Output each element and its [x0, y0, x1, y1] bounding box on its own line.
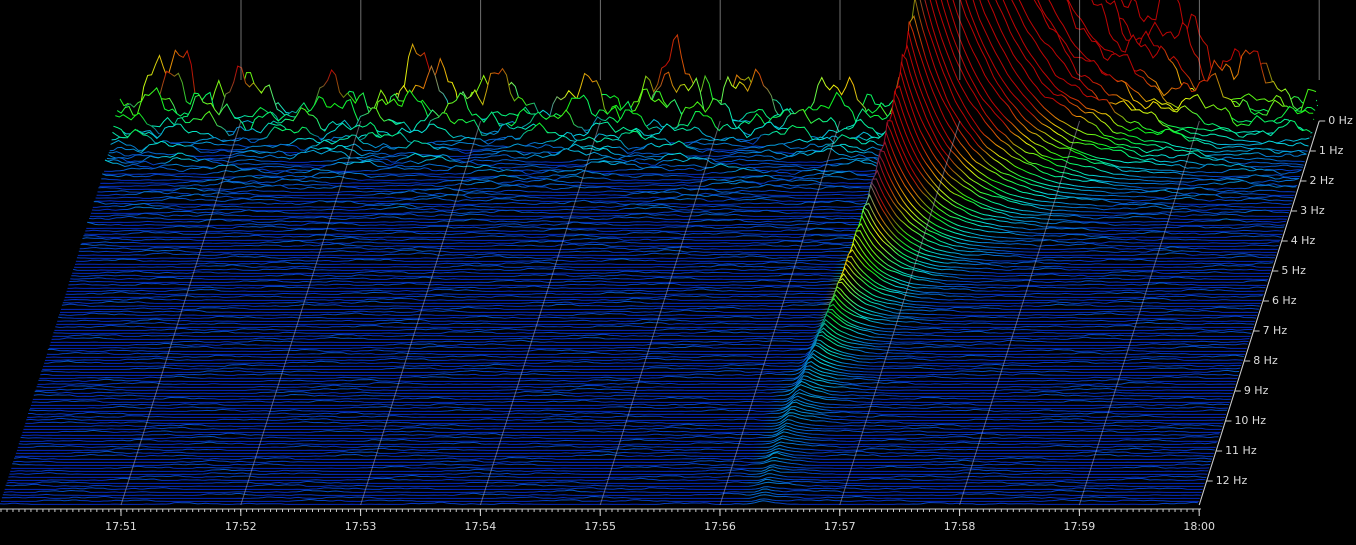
waterfall-chart: 17:51 17:52 17:53 17:54 17:55 17:56 17:57 17:58… — [0, 0, 1353, 533]
